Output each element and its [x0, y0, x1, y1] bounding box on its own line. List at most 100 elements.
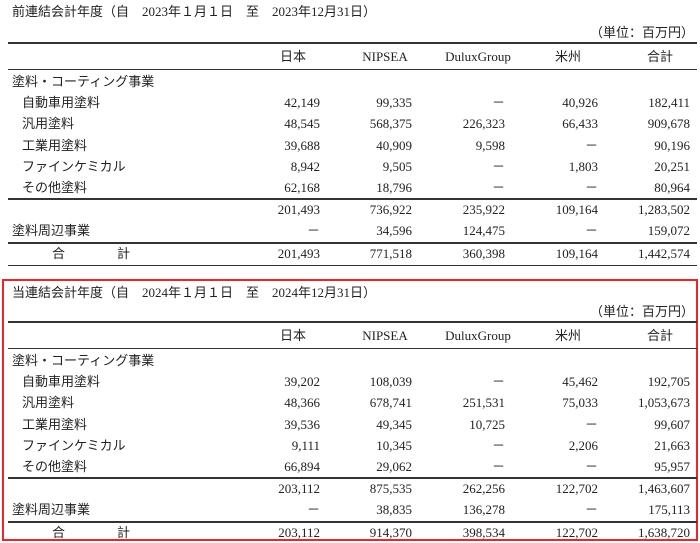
value-nipsea: 9,505	[382, 158, 412, 174]
value-nipsea: 914,370	[369, 524, 412, 540]
value-duluxgroup: 9,598	[475, 137, 505, 153]
value-duluxgroup: －	[491, 437, 505, 453]
value-nipsea: 38,835	[376, 502, 412, 518]
value-americas: －	[584, 137, 598, 153]
value-duluxgroup: 10,725	[469, 416, 505, 432]
value-total: 80,964	[654, 180, 690, 195]
row-label: ファインケミカル	[22, 437, 126, 453]
column-header-duluxgroup: DuluxGroup	[445, 49, 511, 64]
value-americas: －	[584, 459, 598, 474]
value-total: 1,638,720	[638, 524, 690, 540]
rule-total	[8, 520, 697, 523]
segment-label-row: 塗料・コーティング事業	[0, 72, 700, 92]
row-label: 工業用塗料	[22, 137, 88, 153]
table-row: 工業用塗料 39,536 49,345 10,725 － 99,607	[0, 415, 700, 435]
segment-label: 塗料・コーティング事業	[12, 353, 155, 368]
value-duluxgroup: 136,278	[462, 502, 505, 518]
column-header-japan: 日本	[279, 328, 306, 343]
table-row: その他塗料 66,894 29,062 － － 95,957	[0, 457, 700, 477]
value-nipsea: 40,909	[376, 137, 412, 153]
value-japan: －	[306, 502, 320, 518]
rule-subtotal	[8, 477, 697, 480]
value-nipsea: 108,039	[369, 374, 412, 390]
period-title: 当連結会計年度（自 2024年１月１日 至 2024年12月31日）	[12, 285, 377, 300]
value-japan: 201,493	[277, 245, 320, 261]
total-row: 合 計 201,493 771,518 360,398 109,164 1,442,574	[0, 244, 700, 264]
value-total: 99,607	[654, 416, 690, 432]
table-section-current-year: 当連結会計年度（自 2024年１月１日 至 2024年12月31日） （単位：百万…	[0, 281, 700, 541]
value-total: 192,705	[647, 374, 690, 390]
value-japan: 66,894	[284, 459, 320, 474]
row-label: 汎用塗料	[22, 395, 75, 411]
value-americas: 40,926	[562, 95, 598, 111]
value-total: 1,442,574	[638, 245, 690, 261]
row-label: 自動車用塗料	[22, 95, 101, 111]
unit-label: （単位：百万円）	[589, 25, 694, 40]
value-japan: 39,202	[284, 374, 320, 390]
value-nipsea: 736,922	[369, 202, 412, 218]
column-header-americas: 米州	[554, 328, 581, 343]
rule-total	[8, 241, 697, 244]
value-americas: 122,702	[555, 524, 598, 540]
table-row: 自動車用塗料 39,202 108,039 － 45,462 192,705	[0, 372, 700, 392]
value-japan: 39,688	[284, 137, 320, 153]
value-americas: 66,433	[562, 116, 598, 132]
value-duluxgroup: －	[491, 180, 505, 195]
value-total: 1,053,673	[638, 395, 690, 411]
row-label: 合 計	[52, 524, 131, 540]
segment-label-row: 塗料・コーティング事業	[0, 351, 700, 371]
value-americas: 45,462	[562, 374, 598, 390]
value-nipsea: 34,596	[376, 223, 412, 239]
value-duluxgroup: 235,922	[462, 202, 505, 218]
column-header-americas: 米州	[554, 49, 581, 64]
column-header-nipsea: NIPSEA	[362, 328, 408, 343]
value-total: 175,113	[648, 502, 690, 518]
value-total: 21,663	[654, 437, 690, 453]
segment-label: 塗料・コーティング事業	[12, 74, 155, 89]
value-total: 95,957	[654, 459, 690, 474]
value-nipsea: 875,535	[369, 481, 412, 497]
value-japan: 48,545	[284, 116, 320, 132]
value-duluxgroup: 124,475	[462, 223, 505, 239]
table-row: ファインケミカル 9,111 10,345 － 2,206 21,663	[0, 436, 700, 456]
subtotal-row: 201,493 736,922 235,922 109,164 1,283,502	[0, 200, 700, 220]
value-duluxgroup: 262,256	[462, 481, 505, 497]
rule-header	[8, 69, 697, 70]
value-americas: 122,702	[555, 481, 598, 497]
value-total: 20,251	[654, 158, 690, 174]
table-row: ファインケミカル 8,942 9,505 － 1,803 20,251	[0, 157, 700, 177]
value-japan: 8,942	[290, 158, 320, 174]
row-label: 汎用塗料	[22, 116, 75, 132]
value-duluxgroup: －	[491, 459, 505, 474]
value-americas: 1,803	[568, 158, 598, 174]
value-japan: 62,168	[284, 180, 320, 195]
value-japan: 203,112	[278, 481, 320, 497]
row-label: その他塗料	[22, 180, 88, 195]
value-duluxgroup: 360,398	[462, 245, 505, 261]
rule-top	[8, 42, 697, 44]
header-row: 日本 NIPSEA DuluxGroup 米州 合計	[0, 47, 700, 67]
value-total: 159,072	[647, 223, 690, 239]
row-label: 工業用塗料	[22, 416, 88, 432]
column-header-total: 合計	[646, 49, 673, 64]
value-japan: 9,111	[291, 437, 320, 453]
row-label: 合 計	[52, 245, 131, 261]
subtotal-row: 203,112 875,535 262,256 122,702 1,463,607	[0, 479, 700, 499]
value-duluxgroup: －	[491, 374, 505, 390]
table-row: 自動車用塗料 42,149 99,335 － 40,926 182,411	[0, 93, 700, 113]
table-row: 汎用塗料 48,366 678,741 251,531 75,033 1,053,673	[0, 393, 700, 413]
period-title: 前連結会計年度（自 2023年１月１日 至 2023年12月31日）	[12, 4, 377, 19]
table-row: 工業用塗料 39,688 40,909 9,598 － 90,196	[0, 136, 700, 156]
column-header-total: 合計	[646, 328, 673, 343]
value-nipsea: 678,741	[369, 395, 412, 411]
highlight-box	[2, 279, 698, 541]
value-total: 182,411	[648, 95, 690, 111]
row-label: ファインケミカル	[22, 158, 126, 174]
column-header-nipsea: NIPSEA	[362, 49, 408, 64]
value-duluxgroup: 251,531	[462, 395, 505, 411]
value-total: 90,196	[654, 137, 690, 153]
rule-header	[8, 348, 697, 349]
value-americas: －	[584, 223, 598, 239]
value-americas: 109,164	[555, 202, 598, 218]
value-duluxgroup: 398,534	[462, 524, 505, 540]
